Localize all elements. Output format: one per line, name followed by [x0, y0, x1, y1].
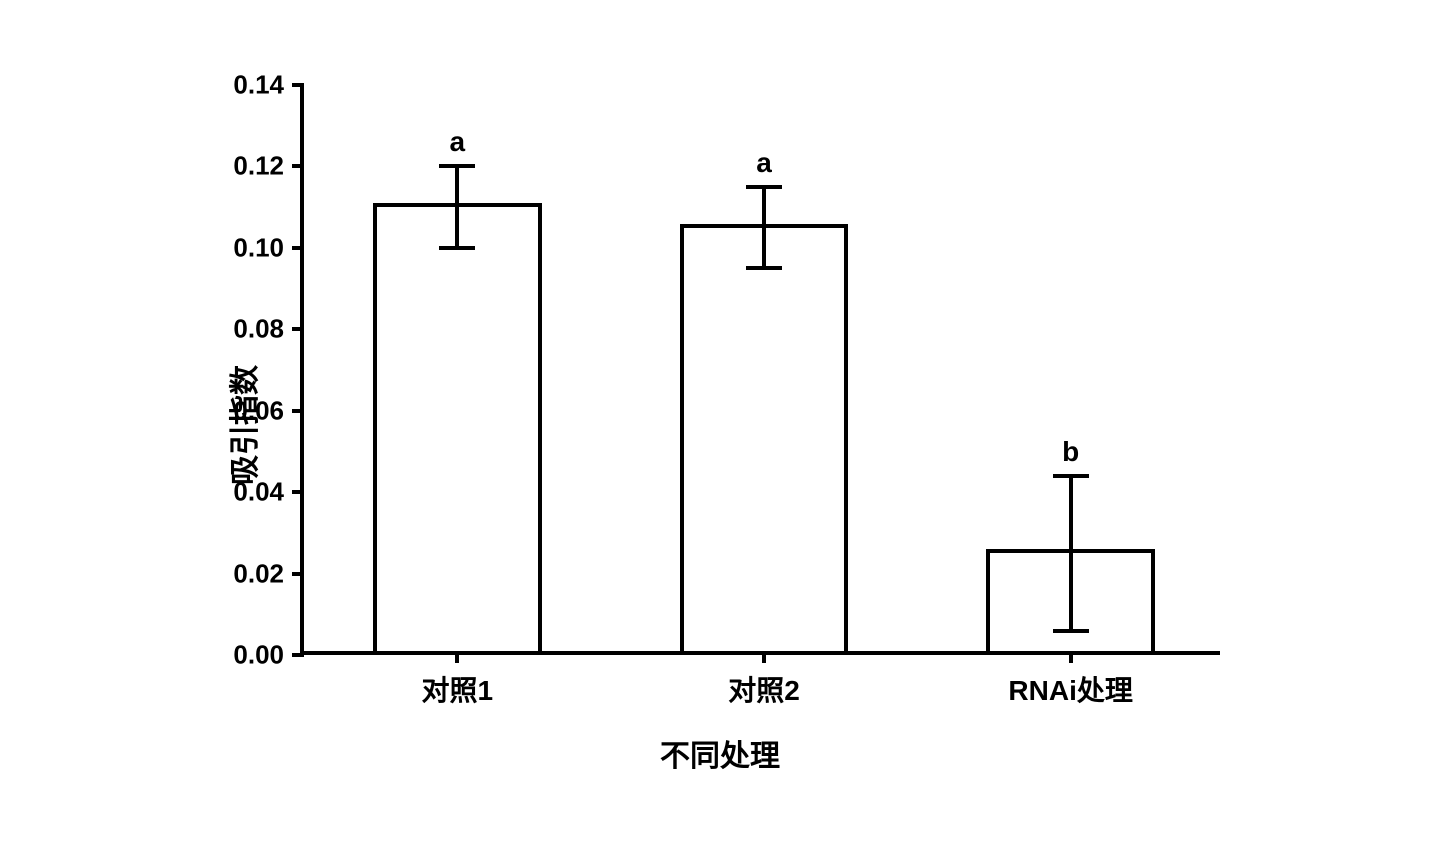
y-tick	[292, 164, 304, 168]
error-cap	[746, 266, 782, 270]
bar	[373, 203, 542, 651]
y-tick-label: 0.00	[233, 640, 284, 671]
error-bar	[455, 166, 459, 247]
y-tick	[292, 327, 304, 331]
significance-label: a	[756, 147, 772, 179]
significance-label: b	[1062, 436, 1079, 468]
error-bar	[762, 187, 766, 268]
x-tick-label: 对照2	[728, 669, 800, 709]
x-axis-label: 不同处理	[660, 731, 780, 775]
x-tick	[455, 651, 459, 663]
y-tick	[292, 572, 304, 576]
y-tick	[292, 409, 304, 413]
y-tick-label: 0.10	[233, 232, 284, 263]
y-tick-label: 0.04	[233, 477, 284, 508]
y-tick-label: 0.06	[233, 395, 284, 426]
x-tick-label: 对照1	[422, 669, 494, 709]
error-cap	[1053, 474, 1089, 478]
chart-container: 吸引指数 0.000.020.040.060.080.100.120.14a对照…	[170, 65, 1270, 785]
x-tick	[762, 651, 766, 663]
error-bar	[1069, 476, 1073, 631]
plot-area: 0.000.020.040.060.080.100.120.14a对照1a对照2…	[300, 85, 1220, 655]
x-tick	[1069, 651, 1073, 663]
y-tick-label: 0.08	[233, 314, 284, 345]
bar	[680, 224, 849, 652]
error-cap	[439, 246, 475, 250]
y-tick	[292, 653, 304, 657]
y-tick-label: 0.14	[233, 70, 284, 101]
x-tick-label: RNAi处理	[1008, 669, 1132, 709]
y-tick	[292, 83, 304, 87]
error-cap	[746, 185, 782, 189]
y-tick	[292, 246, 304, 250]
error-cap	[1053, 629, 1089, 633]
error-cap	[439, 164, 475, 168]
significance-label: a	[450, 126, 466, 158]
y-tick-label: 0.12	[233, 151, 284, 182]
y-tick	[292, 490, 304, 494]
y-tick-label: 0.02	[233, 558, 284, 589]
